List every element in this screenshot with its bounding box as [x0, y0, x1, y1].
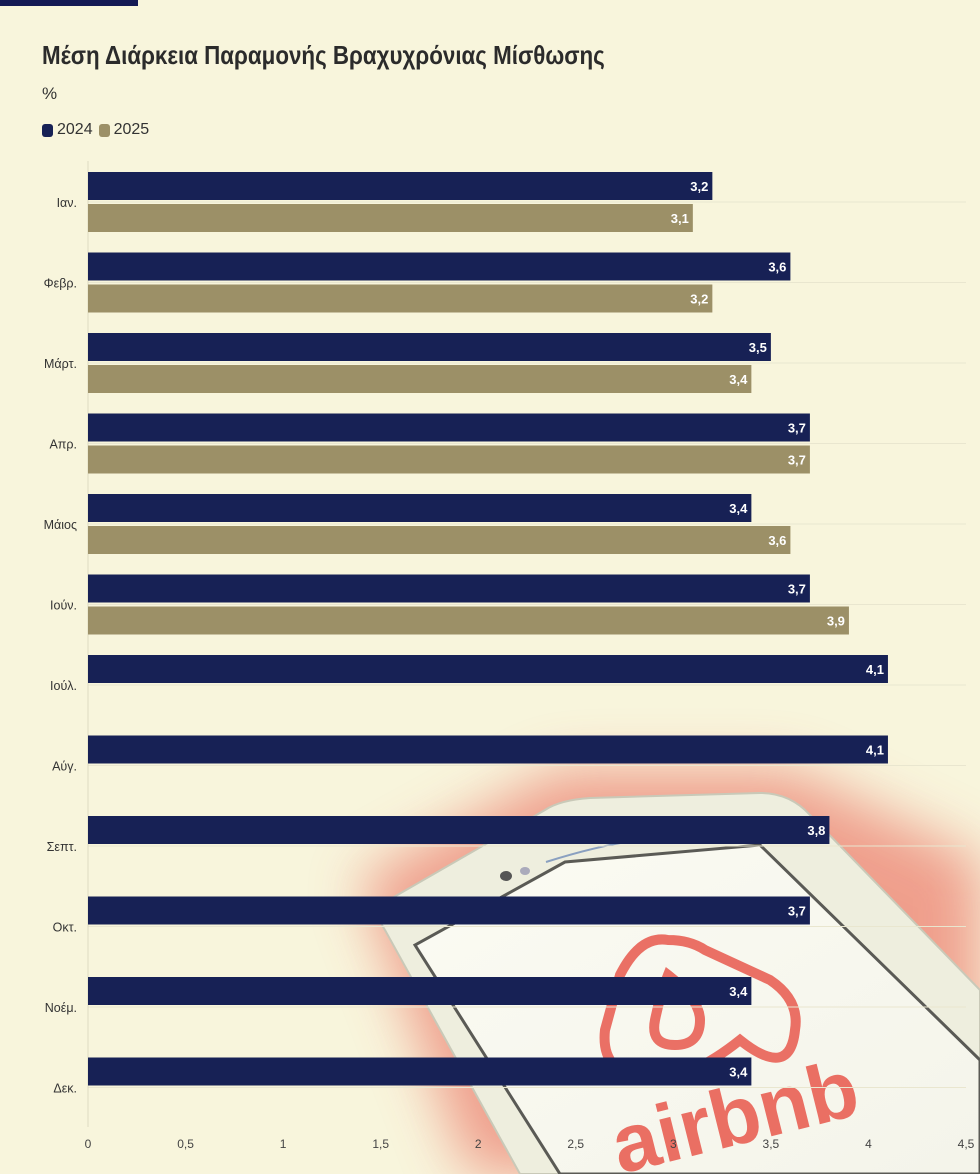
- data-label: 3,4: [729, 372, 748, 387]
- category-label: Σεπτ.: [47, 840, 77, 854]
- bar-2025: [88, 204, 693, 232]
- data-label: 3,9: [827, 614, 845, 629]
- bar-2024: [88, 816, 830, 844]
- bar-2025: [88, 365, 752, 393]
- x-tick-label: 3: [670, 1137, 677, 1151]
- data-label: 3,2: [690, 179, 708, 194]
- category-label: Φεβρ.: [44, 277, 77, 291]
- data-label: 3,5: [749, 340, 767, 355]
- x-tick-label: 0: [85, 1137, 92, 1151]
- bar-2025: [88, 606, 849, 635]
- legend-swatch-2025: [98, 123, 110, 137]
- data-label: 3,6: [768, 260, 786, 275]
- data-label: 3,8: [807, 823, 825, 838]
- data-label: 3,7: [788, 421, 806, 436]
- legend-item-2025: 2025: [98, 121, 150, 139]
- bar-2025: [88, 445, 810, 474]
- bar-2024: [88, 494, 752, 522]
- x-tick-label: 4: [865, 1137, 872, 1151]
- x-tick-label: 1: [280, 1137, 287, 1151]
- category-label: Μάρτ.: [44, 357, 77, 371]
- bar-2024: [88, 655, 888, 683]
- bar-2024: [88, 1057, 752, 1086]
- data-label: 3,2: [690, 292, 708, 307]
- bar-2024: [88, 735, 888, 764]
- legend-label-2025: 2025: [113, 121, 150, 138]
- corner-accent-bar: [0, 0, 138, 6]
- data-label: 3,4: [729, 1065, 748, 1080]
- category-label: Αύγ.: [52, 760, 77, 774]
- bar-2025: [88, 526, 791, 554]
- category-label: Ιούν.: [50, 599, 77, 613]
- bar-2024: [88, 413, 810, 442]
- x-tick-label: 3,5: [763, 1137, 780, 1151]
- chart-legend: 2024 2025: [42, 121, 155, 139]
- bar-2024: [88, 172, 713, 200]
- x-tick-label: 1,5: [372, 1137, 389, 1151]
- bar-2024: [88, 896, 810, 925]
- data-label: 3,1: [671, 211, 689, 226]
- x-tick-label: 2: [475, 1137, 482, 1151]
- data-label: 3,6: [768, 533, 786, 548]
- chart-title: Μέση Διάρκεια Παραμονής Βραχυχρόνιας Μίσ…: [42, 40, 605, 70]
- x-tick-label: 0,5: [177, 1137, 194, 1151]
- x-tick-label: 2,5: [567, 1137, 584, 1151]
- data-label: 3,7: [788, 582, 806, 597]
- category-label: Απρ.: [49, 438, 77, 452]
- legend-item-2024: 2024: [42, 121, 93, 139]
- category-label: Νοέμ.: [45, 1001, 77, 1015]
- x-tick-label: 4,5: [958, 1137, 975, 1151]
- category-label: Ιούλ.: [50, 679, 77, 693]
- category-label: Ιαν.: [57, 196, 77, 210]
- data-label: 3,4: [729, 501, 748, 516]
- category-label: Δεκ.: [53, 1082, 77, 1096]
- bar-2024: [88, 252, 791, 281]
- chart-subtitle: %: [42, 84, 58, 103]
- data-label: 3,7: [788, 453, 806, 468]
- legend-swatch-2024: [42, 123, 53, 137]
- data-label: 4,1: [866, 662, 884, 677]
- legend-label-2024: 2024: [57, 121, 93, 138]
- bar-2024: [88, 574, 810, 603]
- category-label: Μάιος: [44, 518, 77, 532]
- bar-2024: [88, 333, 771, 361]
- bar-2024: [88, 977, 752, 1005]
- data-label: 3,7: [788, 904, 806, 919]
- bar-2025: [88, 284, 713, 313]
- category-label: Οκτ.: [53, 921, 77, 935]
- data-label: 3,4: [729, 984, 748, 999]
- data-label: 4,1: [866, 743, 884, 758]
